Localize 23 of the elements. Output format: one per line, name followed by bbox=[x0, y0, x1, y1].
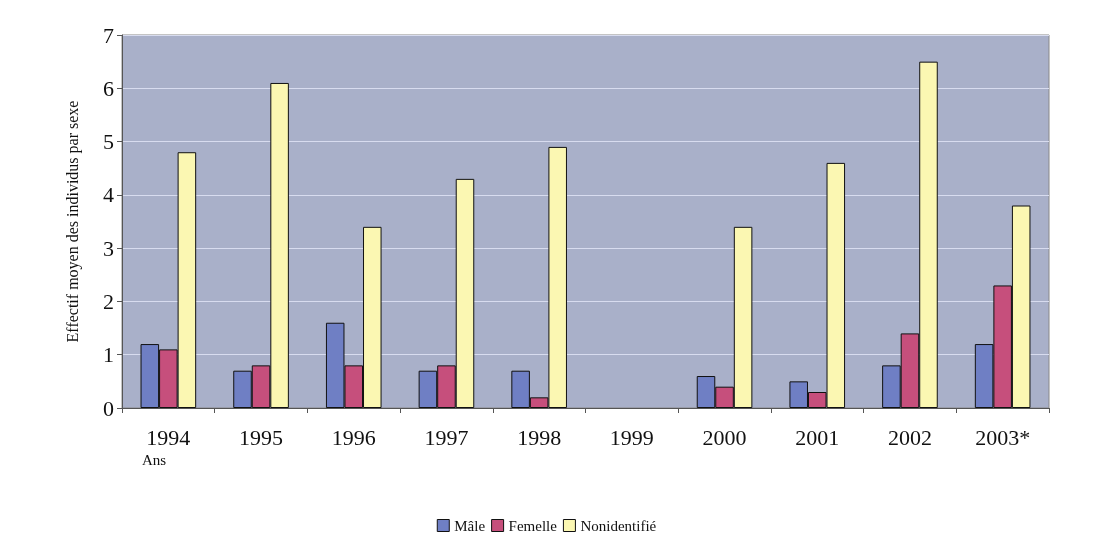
legend-label: Mâle bbox=[454, 517, 486, 534]
x-tick-label: 1994 bbox=[146, 424, 191, 450]
y-tick-label: 1 bbox=[103, 342, 114, 368]
legend-label: Nonidentifié bbox=[580, 517, 657, 534]
x-tick-label: 1998 bbox=[517, 424, 562, 450]
y-axis-title: Effectif moyen des individus par sexe bbox=[63, 100, 82, 343]
y-tick-label: 0 bbox=[103, 395, 114, 421]
y-tick-label: 7 bbox=[103, 22, 114, 48]
y-tick-label: 2 bbox=[103, 288, 114, 314]
x-tick-label: 1997 bbox=[424, 424, 469, 450]
y-tick-label: 6 bbox=[103, 75, 114, 101]
x-tick-label: 1995 bbox=[239, 424, 284, 450]
x-tick-label: 2000 bbox=[702, 424, 747, 450]
y-tick-label: 3 bbox=[103, 235, 114, 261]
x-tick-label: 2003* bbox=[975, 424, 1031, 450]
x-tick-label: 1999 bbox=[609, 424, 654, 450]
x-axis-title: Ans bbox=[142, 451, 167, 468]
x-tick-label: 2002 bbox=[887, 424, 932, 450]
x-tick-label: 1996 bbox=[331, 424, 376, 450]
y-tick-label: 5 bbox=[103, 129, 114, 155]
x-tick-label: 2001 bbox=[795, 424, 840, 450]
y-tick-label: 4 bbox=[103, 182, 114, 208]
legend-label: Femelle bbox=[508, 517, 558, 534]
